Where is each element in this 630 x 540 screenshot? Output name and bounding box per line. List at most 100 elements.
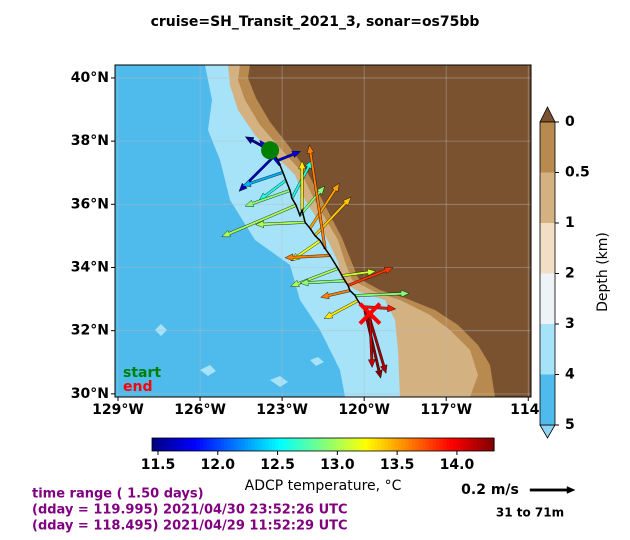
colorbar-frame [151, 437, 495, 452]
colorbar-segment [326, 438, 331, 451]
colorbar-segment [435, 438, 440, 451]
colorbar-segment [244, 438, 249, 451]
colorbar-segment [470, 438, 475, 451]
velocity-arrow [244, 189, 291, 208]
colorbar-segment [175, 438, 180, 451]
colorbar-segment [295, 438, 300, 451]
colorbar-segment [182, 438, 187, 451]
colorbar-extend [539, 106, 556, 123]
colorbar-band [540, 324, 555, 375]
colorbar-segment [309, 438, 314, 451]
colorbar-segment [367, 438, 372, 451]
ship-track [269, 149, 371, 315]
colorbar-segment [483, 438, 488, 451]
colorbar-segment [186, 438, 191, 451]
depth-range: 31 to 71m [496, 506, 564, 520]
time-info: time range ( 1.50 days) [32, 487, 204, 502]
colorbar-segment [210, 438, 215, 451]
colorbar-segment [476, 438, 481, 451]
colorbar-segment [288, 438, 293, 451]
colorbar-segment [370, 438, 375, 451]
colorbar-segment [381, 438, 386, 451]
colorbar-segment [292, 438, 297, 451]
velocity-arrow [284, 253, 331, 262]
colorbar-segment [193, 438, 198, 451]
colorbar-segment [374, 438, 379, 451]
colorbar-segment [165, 438, 170, 451]
colorbar-segment [377, 438, 382, 451]
start-marker [261, 141, 280, 160]
colorbar-tick-label: 0.5 [565, 165, 590, 181]
y-tick-label: 36°N [71, 196, 109, 212]
velocity-arrow [320, 289, 351, 300]
colorbar-segment [172, 438, 177, 451]
colorbar-segment [360, 438, 365, 451]
velocity-arrow [308, 182, 340, 230]
colorbar-segment [480, 438, 485, 451]
colorbar-segment [254, 438, 259, 451]
land [248, 65, 531, 397]
colorbar-segment [459, 438, 464, 451]
colorbar-segment [302, 438, 307, 451]
colorbar-segment [169, 438, 174, 451]
colorbar-segment [227, 438, 232, 451]
colorbar-segment [158, 438, 163, 451]
velocity-arrow [361, 304, 397, 313]
colorbar-segment [384, 438, 389, 451]
time-info: (dday = 119.995) 2021/04/30 23:52:26 UTC [32, 503, 348, 518]
x-tick-label: 117°W [420, 402, 472, 418]
colorbar-segment [387, 438, 392, 451]
colorbar-tick-label: 1 [565, 215, 575, 231]
colorbar-segment [237, 438, 242, 451]
colorbar-segment [350, 438, 355, 451]
colorbar-tick-label: 12.5 [260, 457, 295, 473]
colorbar-segment [305, 438, 310, 451]
colorbar-segment [247, 438, 252, 451]
colorbar-tick-label: 13.0 [320, 457, 355, 473]
colorbar-segment [452, 438, 457, 451]
y-tick-label: 34°N [71, 259, 109, 275]
colorbar-segment [398, 438, 403, 451]
colorbar-band [540, 172, 555, 223]
velocity-arrow [341, 268, 377, 278]
velocity-arrow [354, 289, 410, 298]
colorbar-segment [364, 438, 369, 451]
colorbar-segment [203, 438, 208, 451]
colorbar-segment [316, 438, 321, 451]
colorbar-segment [162, 438, 167, 451]
colorbar-segment [432, 438, 437, 451]
depth-colorbar-label: Depth (km) [595, 232, 611, 312]
velocity-arrow [277, 150, 301, 162]
y-tick-label: 40°N [71, 70, 109, 86]
colorbar-segment [312, 438, 317, 451]
colorbar-segment [220, 438, 225, 451]
velocity-arrow [363, 310, 383, 379]
colorbar-segment [199, 438, 204, 451]
colorbar-segment [463, 438, 468, 451]
colorbar-segment [281, 438, 286, 451]
colorbar-segment [275, 438, 280, 451]
colorbar-segment [223, 438, 228, 451]
colorbar-segment [418, 438, 423, 451]
colorbar-segment [213, 438, 218, 451]
colorbar-tick-label: 12.0 [200, 457, 235, 473]
x-tick-label: 123°W [256, 402, 308, 418]
colorbar-segment [240, 438, 245, 451]
colorbar-tick-label: 4 [565, 367, 575, 383]
velocity-arrow [299, 278, 346, 287]
colorbar-segment [251, 438, 256, 451]
time-info: (dday = 118.495) 2021/04/29 11:52:29 UTC [32, 519, 348, 534]
velocity-arrow [241, 171, 284, 187]
colorbar-band [540, 273, 555, 324]
colorbar-segment [394, 438, 399, 451]
colorbar-segment [429, 438, 434, 451]
colorbar-segment [271, 438, 276, 451]
velocity-arrow [290, 239, 322, 262]
colorbar-segment [264, 438, 269, 451]
velocity-arrow [323, 299, 359, 319]
velocity-arrow [298, 160, 306, 211]
colorbar-tick-label: 2 [565, 266, 575, 282]
colorbar-segment [391, 438, 396, 451]
y-tick-label: 32°N [71, 323, 109, 339]
